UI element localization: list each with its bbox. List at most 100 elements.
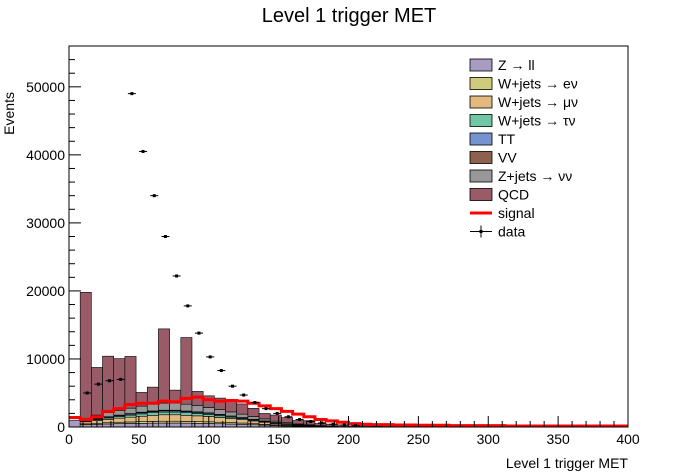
legend-entry-w-jets: W+jets → μν — [469, 94, 578, 110]
data-point-12 — [219, 369, 223, 373]
axes: 0 50 100 150 200 250 300 350 400 0 10000 20000 30000… — [26, 59, 640, 447]
legend-label: VV — [498, 150, 517, 166]
bar-w-jets-bin-6 — [135, 413, 148, 417]
legend-label: signal — [498, 205, 535, 221]
chart-title: Level 1 trigger MET — [262, 5, 437, 27]
data-point-2 — [108, 379, 112, 383]
legend-swatch — [469, 151, 493, 164]
bar-qcd-bin-18 — [269, 414, 282, 422]
data-point-9 — [186, 304, 190, 308]
legend-label: data — [498, 224, 525, 240]
bar-z-jets-bin-15 — [236, 413, 249, 418]
bar-z-jets-bin-7 — [146, 403, 159, 412]
legend-swatch — [469, 169, 493, 183]
bar-z-jets-bin-8 — [158, 402, 170, 411]
legend-label: W+jets → τν — [498, 113, 576, 129]
bar-w-jets-bin-15 — [236, 419, 249, 424]
data-point-1 — [96, 382, 100, 386]
data-point-7 — [163, 235, 167, 238]
bar-w-jets-bin-7 — [146, 412, 159, 416]
legend-swatch — [469, 188, 493, 201]
bar-z-ll-bin-5 — [124, 423, 137, 428]
bar-z-jets-bin-9 — [169, 402, 182, 411]
bar-qcd-bin-20 — [292, 420, 305, 425]
bar-z-jets-bin-16 — [247, 416, 260, 420]
bar-w-jets-bin-3 — [102, 419, 115, 424]
series-qcd — [79, 292, 618, 428]
bar-z-jets-bin-10 — [180, 403, 193, 412]
legend-entry-w-jets-e: W+jets → eν — [469, 76, 578, 92]
legend-label: W+jets → μν — [498, 94, 578, 110]
legend-swatch — [469, 114, 493, 127]
legend-swatch — [469, 95, 493, 109]
legend-marker — [479, 230, 483, 233]
bar-w-jets-bin-16 — [247, 420, 260, 424]
data-point-23 — [342, 423, 346, 427]
legend-entry-z-jets: Z+jets → νν — [469, 168, 572, 184]
bar-w-jets-bin-9 — [169, 414, 182, 422]
data-point-16 — [264, 407, 268, 411]
data-point-5 — [141, 149, 145, 153]
legend-swatch — [469, 58, 493, 72]
bar-qcd-bin-14 — [225, 400, 238, 413]
bar-w-jets-bin-8 — [158, 414, 170, 422]
signal-curve-layer — [69, 395, 628, 428]
data-point-10 — [197, 331, 201, 335]
x-tick-label: 400 — [616, 431, 640, 447]
data-point-19 — [298, 418, 302, 422]
bar-z-ll-bin-11 — [191, 423, 204, 428]
bar-z-jets-bin-6 — [135, 405, 148, 413]
legend-label: W+jets → eν — [498, 76, 578, 92]
bar-w-jets-bin-10 — [180, 412, 193, 416]
legend-entry-qcd: QCD — [469, 187, 529, 203]
legend-label: Z → ll — [498, 57, 535, 73]
bar-w-jets-bin-14 — [225, 418, 238, 423]
data-point-21 — [320, 421, 324, 425]
bar-qcd-bin-4 — [113, 358, 126, 411]
data-point-6 — [152, 194, 156, 198]
bar-z-jets-bin-13 — [214, 409, 226, 415]
data-point-18 — [286, 415, 290, 419]
bar-qcd-bin-5 — [124, 356, 137, 409]
bar-qcd-bin-15 — [236, 403, 249, 415]
bar-w-jets-bin-5 — [124, 416, 137, 423]
data-point-22 — [331, 422, 335, 426]
bar-w-jets-bin-9 — [169, 411, 182, 416]
bar-w-jets-bin-11 — [191, 415, 204, 422]
data-point-3 — [119, 377, 123, 381]
bar-qcd-bin-8 — [158, 328, 170, 404]
bar-w-jets-bin-7 — [146, 414, 159, 422]
data-point-13 — [231, 384, 235, 388]
bar-z-jets-bin-14 — [225, 411, 238, 417]
bar-z-ll-bin-10 — [180, 422, 193, 428]
legend-label: QCD — [498, 187, 529, 203]
legend-swatch — [469, 132, 493, 146]
bar-w-jets-bin-6 — [135, 415, 148, 422]
data-point-4 — [130, 92, 134, 96]
bar-w-jets-bin-10 — [180, 414, 193, 422]
x-tick-label: 100 — [197, 431, 221, 447]
y-axis-title: Events — [1, 92, 17, 135]
bar-qcd-bin-10 — [180, 337, 193, 405]
y-tick-label: 50000 — [26, 79, 65, 95]
legend-entry-z-ll: Z → ll — [469, 57, 535, 73]
x-axis-title: Level 1 trigger MET — [506, 455, 629, 471]
x-tick-label: 300 — [477, 431, 501, 447]
legend: Z → ll W+jets → eν W+jets → μν W+jets → τν T… — [465, 54, 625, 240]
bar-w-jets-bin-4 — [113, 417, 126, 423]
x-tick-label: 50 — [131, 431, 147, 447]
bar-qcd-bin-17 — [258, 413, 271, 420]
legend-entry-signal: signal — [470, 205, 535, 221]
bar-qcd-bin-19 — [281, 417, 293, 424]
x-tick-label: 350 — [546, 431, 570, 447]
bar-qcd-bin-2 — [91, 367, 103, 416]
data-points-layer — [83, 92, 360, 428]
bar-z-ll-bin-6 — [135, 423, 148, 428]
bar-z-ll-bin-8 — [158, 422, 170, 428]
data-point-24 — [353, 424, 357, 428]
bar-z-jets-bin-5 — [124, 407, 137, 414]
y-tick-label: 10000 — [26, 351, 65, 367]
legend-swatch — [469, 77, 493, 90]
x-tick-label: 0 — [65, 431, 73, 447]
